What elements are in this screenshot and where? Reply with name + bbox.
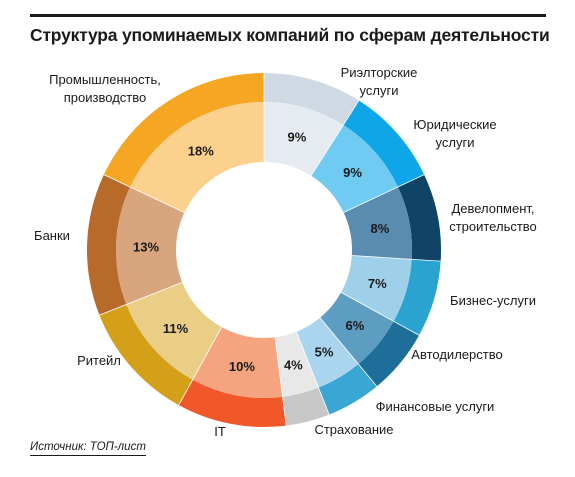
slice-inner-retail <box>126 282 222 380</box>
slice-inner-insurance <box>275 331 319 397</box>
category-label-business-services: Бизнес-услуги <box>450 293 536 308</box>
slice-outer-legal <box>343 100 425 187</box>
slice-inner-business-services <box>341 255 412 322</box>
slice-inner-auto-dealers <box>320 292 394 365</box>
slice-outer-financial-services <box>318 364 377 415</box>
slice-inner-realty <box>264 102 344 176</box>
slice-separator <box>340 292 420 336</box>
percent-label-financial-services: 5% <box>315 345 334 360</box>
percent-label-realty: 9% <box>288 130 307 145</box>
slice-outer-insurance <box>282 387 330 426</box>
category-label-development: Девелопмент, строительство <box>449 201 537 234</box>
slice-separator <box>103 174 185 213</box>
slice-separator <box>343 174 425 213</box>
percent-label-it: 10% <box>229 359 255 374</box>
slice-separator <box>178 326 222 406</box>
slice-separator <box>296 331 330 415</box>
category-label-it: IT <box>214 424 226 439</box>
slice-inner-industry <box>130 102 264 213</box>
category-label-legal: Юридические услуги <box>413 117 496 150</box>
percent-label-legal: 9% <box>343 165 362 180</box>
chart-title: Структура упоминаемых компаний по сферам… <box>30 25 550 45</box>
slice-inner-banks <box>116 186 185 305</box>
slice-separator <box>99 282 183 316</box>
slice-separator <box>351 255 441 262</box>
percent-label-business-services: 7% <box>368 276 387 291</box>
slice-outer-business-services <box>393 259 441 336</box>
slice-inner-legal <box>311 125 398 213</box>
category-label-retail: Ритейл <box>77 353 121 368</box>
category-label-auto-dealers: Автодилерство <box>411 347 502 362</box>
slice-inner-it <box>192 327 283 399</box>
slice-outer-development <box>397 174 441 262</box>
slice-outer-realty <box>264 73 359 126</box>
percent-label-auto-dealers: 6% <box>346 318 365 333</box>
title-rule <box>30 14 546 17</box>
slice-outer-it <box>178 379 287 428</box>
slice-outer-auto-dealers <box>358 321 420 387</box>
slice-outer-banks <box>87 174 131 316</box>
slice-inner-development <box>343 186 412 260</box>
percent-label-insurance: 4% <box>284 357 303 372</box>
category-label-realty: Риэлторские услуги <box>341 65 418 98</box>
percent-label-industry: 18% <box>188 143 214 158</box>
category-label-financial-services: Финансовые услуги <box>376 399 495 414</box>
category-label-banks: Банки <box>34 228 70 243</box>
category-label-insurance: Страхование <box>314 422 393 437</box>
slice-outer-industry <box>103 73 264 187</box>
percent-label-banks: 13% <box>133 239 159 254</box>
slice-separator <box>319 317 378 387</box>
slice-separator <box>310 100 360 176</box>
percent-label-retail: 11% <box>163 321 189 336</box>
source-note: Источник: ТОП-лист <box>30 441 146 456</box>
percent-label-development: 8% <box>371 221 390 236</box>
category-label-industry: Промышленность, производство <box>49 72 161 105</box>
slice-separator <box>274 337 287 426</box>
slice-outer-retail <box>99 304 193 406</box>
